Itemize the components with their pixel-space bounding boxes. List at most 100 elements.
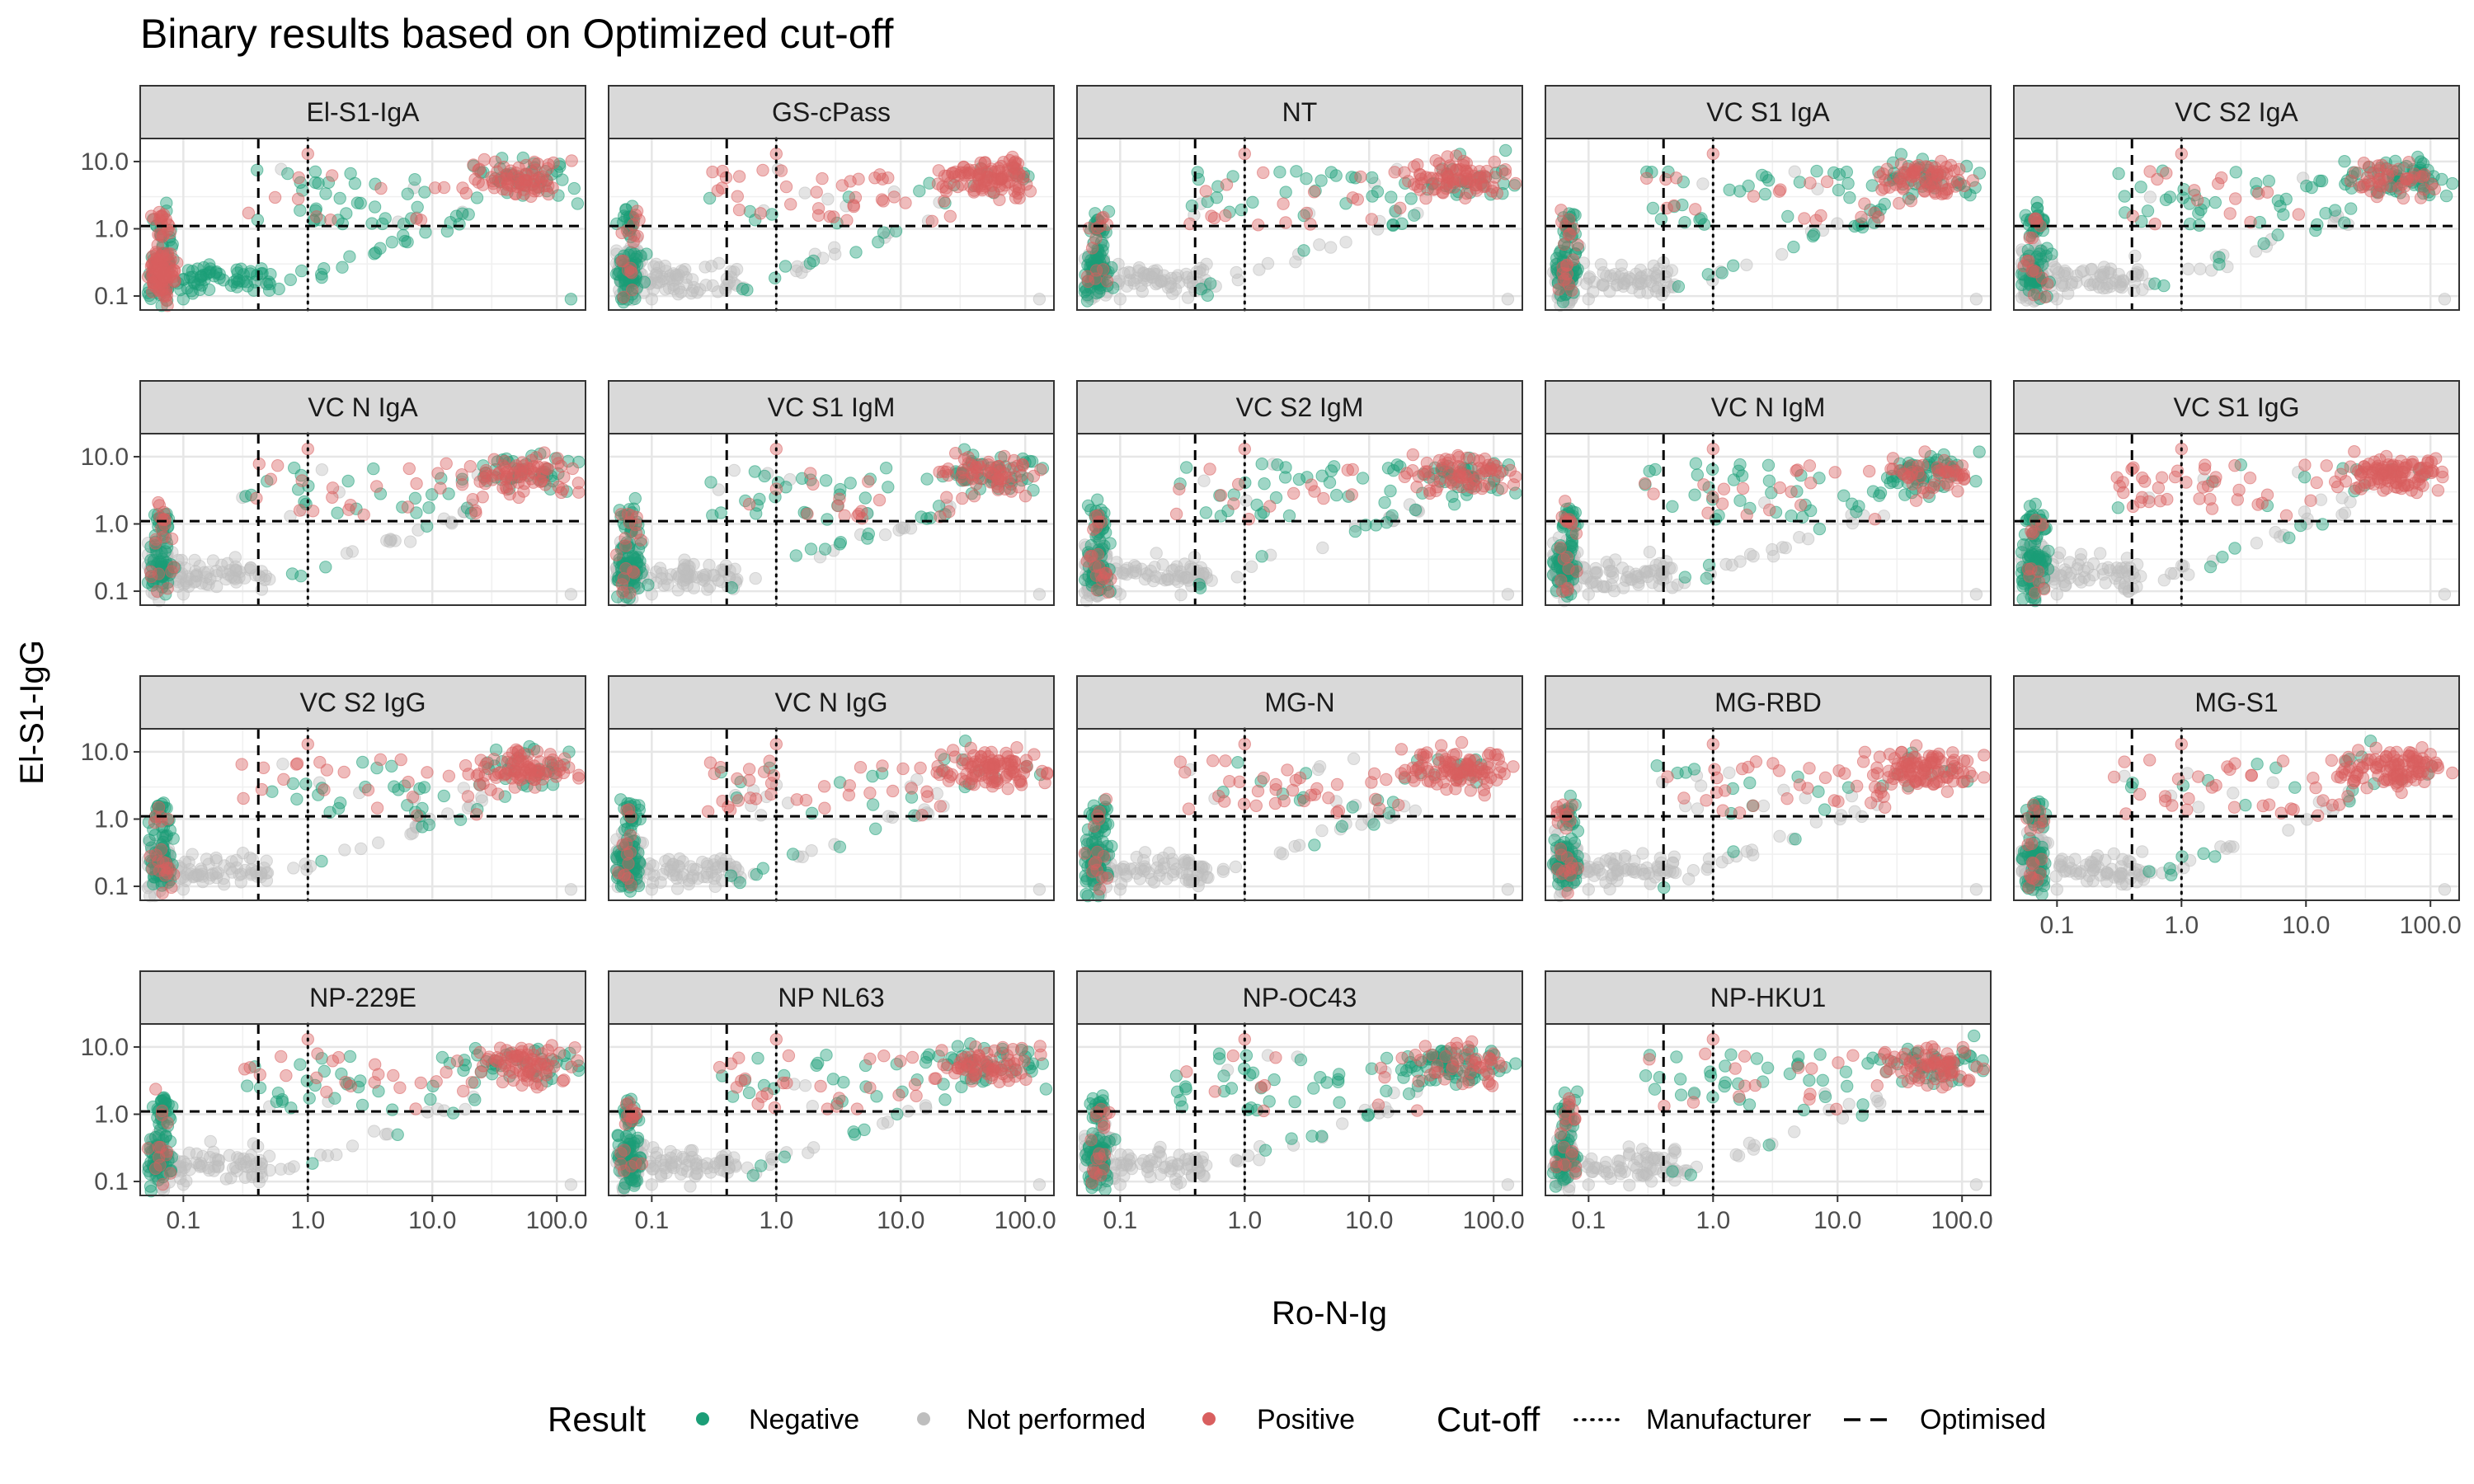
point-positive	[235, 758, 248, 771]
point-positive	[571, 477, 585, 490]
point-not-performed	[299, 857, 312, 871]
point-negative	[1688, 488, 1701, 501]
point-positive	[742, 497, 756, 511]
point-positive	[1093, 561, 1106, 574]
point-positive	[2418, 168, 2431, 181]
point-positive	[1009, 470, 1022, 484]
point-positive	[153, 209, 167, 223]
point-negative	[1409, 503, 1423, 517]
point-positive	[148, 537, 162, 550]
point-positive	[342, 503, 355, 516]
point-negative	[333, 191, 346, 205]
point-positive	[964, 180, 977, 193]
point-positive	[1798, 212, 1811, 225]
point-positive	[1878, 181, 1891, 195]
point-positive	[2417, 183, 2431, 196]
point-negative	[341, 474, 355, 488]
y-tick-label: 1.0	[94, 510, 129, 538]
point-negative	[1180, 461, 1193, 474]
facet-strip	[139, 85, 586, 139]
point-positive	[538, 446, 551, 459]
point-negative	[571, 197, 585, 210]
point-positive	[2232, 483, 2246, 497]
point-positive	[250, 491, 263, 505]
panel-vc-n-igg: VC N IgG	[608, 675, 1055, 902]
point-positive	[2344, 460, 2358, 473]
point-positive	[2304, 494, 2317, 507]
data-points	[141, 147, 585, 312]
point-negative	[2311, 218, 2324, 232]
point-positive	[2026, 264, 2040, 277]
point-not-performed	[1261, 256, 1275, 270]
point-positive	[508, 462, 521, 475]
point-positive	[165, 532, 179, 546]
point-not-performed	[722, 275, 736, 289]
point-not-performed	[1197, 263, 1210, 277]
point-positive	[470, 808, 483, 821]
point-positive	[995, 183, 1009, 196]
point-not-performed	[1174, 588, 1188, 602]
point-positive	[1863, 464, 1876, 478]
point-positive	[973, 460, 986, 474]
point-positive	[1008, 185, 1021, 198]
point-positive	[1469, 181, 1483, 195]
point-not-performed	[234, 876, 247, 889]
point-positive	[2292, 208, 2306, 221]
point-positive	[1220, 178, 1234, 191]
point-positive	[943, 209, 957, 223]
point-positive	[1354, 170, 1367, 184]
point-not-performed	[276, 758, 289, 771]
point-not-performed	[2116, 274, 2130, 287]
point-positive	[1566, 253, 1580, 266]
facet-strip-label: VC S2 IgM	[1236, 392, 1364, 422]
point-positive	[534, 474, 548, 487]
point-negative	[2177, 183, 2190, 196]
point-negative	[2298, 471, 2312, 484]
point-not-performed	[195, 867, 209, 881]
point-positive	[1498, 163, 1512, 176]
point-positive	[2029, 212, 2042, 225]
point-negative	[819, 474, 833, 487]
point-not-performed	[2344, 495, 2357, 509]
point-positive	[1287, 486, 1300, 500]
point-positive	[1903, 470, 1916, 484]
point-not-performed	[178, 855, 192, 869]
point-positive	[1871, 211, 1885, 224]
point-not-performed	[1602, 558, 1616, 571]
point-positive	[401, 500, 415, 514]
point-positive	[326, 481, 340, 495]
point-positive	[862, 475, 875, 488]
point-negative	[348, 176, 362, 190]
point-positive	[1868, 513, 1882, 526]
point-not-performed	[287, 862, 300, 875]
point-positive	[547, 156, 560, 170]
point-not-performed	[1138, 572, 1152, 586]
point-positive	[1557, 552, 1571, 566]
point-positive	[2136, 471, 2149, 485]
point-positive	[1351, 193, 1365, 206]
point-not-performed	[672, 268, 685, 282]
point-negative	[2204, 560, 2218, 574]
point-positive	[1919, 175, 1933, 189]
point-not-performed	[2438, 588, 2452, 601]
point-not-performed	[821, 192, 835, 206]
point-negative	[2300, 179, 2313, 193]
point-positive	[291, 192, 305, 206]
facet-strip-label: VC S1 IgG	[2174, 392, 2300, 422]
point-positive	[1457, 154, 1470, 168]
point-not-performed	[193, 559, 206, 573]
point-positive	[731, 190, 744, 203]
point-positive	[1509, 176, 1522, 190]
point-positive	[421, 766, 434, 779]
point-positive	[511, 757, 524, 770]
point-positive	[277, 773, 290, 786]
point-negative	[920, 472, 934, 486]
point-positive	[1207, 211, 1221, 225]
point-positive	[2215, 171, 2228, 185]
point-negative	[2016, 538, 2030, 552]
point-positive	[237, 791, 250, 805]
point-negative	[195, 279, 209, 292]
point-negative	[1384, 484, 1397, 498]
